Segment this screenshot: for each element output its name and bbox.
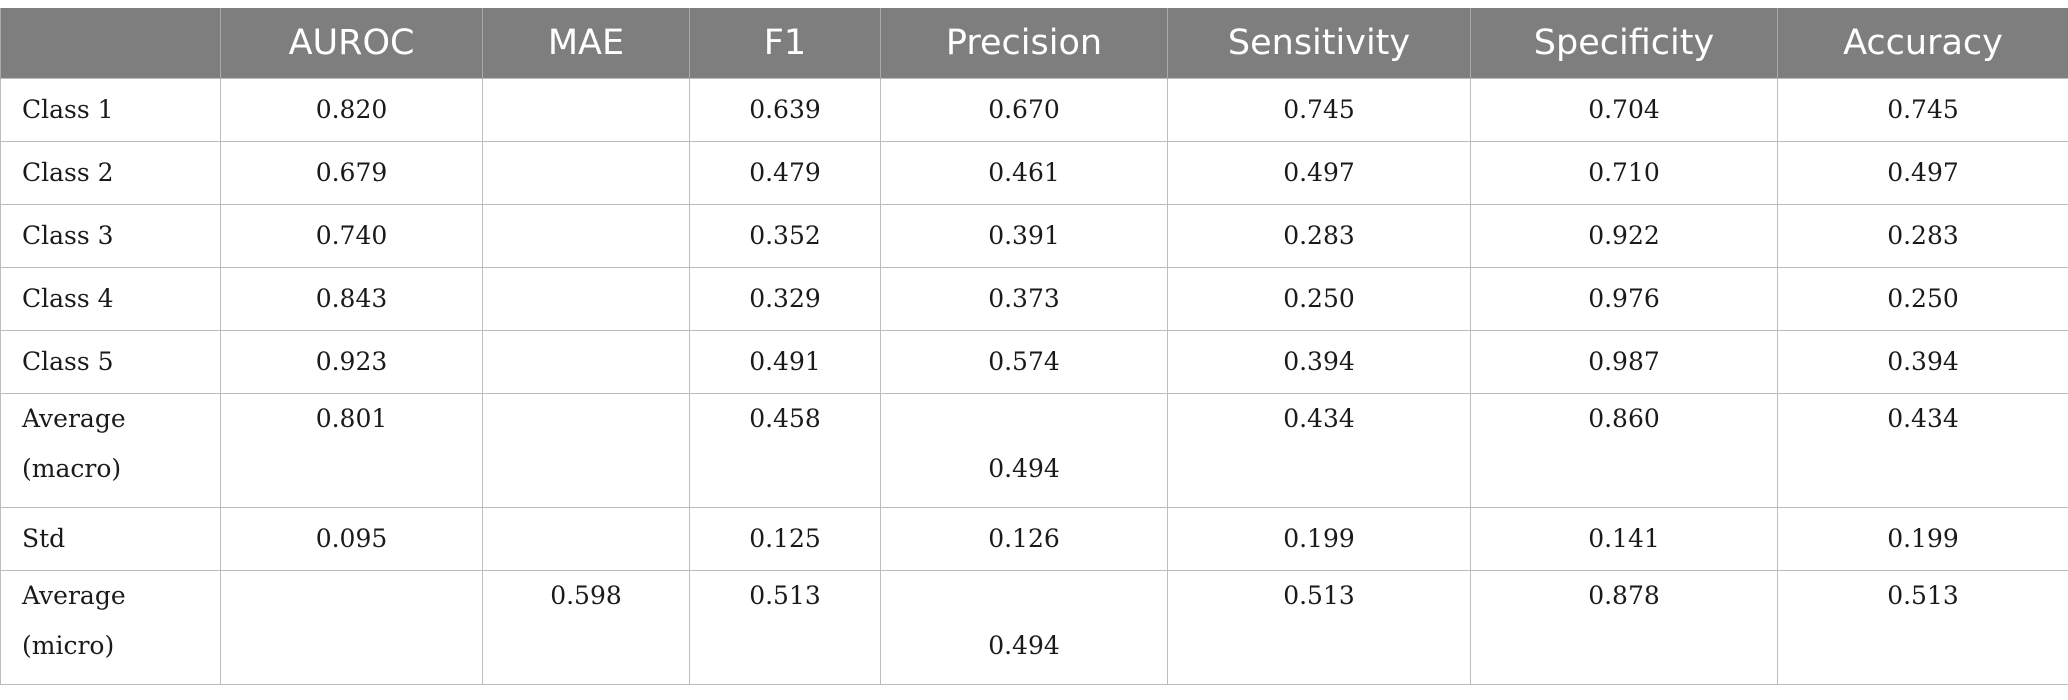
row-label-line1: Average (22, 404, 126, 433)
f1-cell: 0.513 (689, 570, 881, 685)
specificity-cell: 0.860 (1470, 393, 1778, 508)
auroc-cell: 0.820 (220, 78, 483, 142)
row-label: Class 3 (0, 204, 221, 268)
table-row: Average (macro) 0.801 0.458 0.494 0.434 0… (0, 393, 2068, 508)
precision-value: 0.494 (988, 454, 1060, 483)
precision-cell: 0.461 (880, 141, 1168, 205)
table-row: Std 0.095 0.125 0.126 0.199 0.141 0.199 (0, 507, 2068, 571)
auroc-cell: 0.843 (220, 267, 483, 331)
precision-cell: 0.391 (880, 204, 1168, 268)
f1-cell: 0.458 (689, 393, 881, 508)
table-row: Class 2 0.679 0.479 0.461 0.497 0.710 0.… (0, 141, 2068, 205)
header-auroc: AUROC (220, 8, 483, 79)
mae-cell (482, 267, 690, 331)
row-label: Class 2 (0, 141, 221, 205)
precision-cell: 0.494 (880, 393, 1168, 508)
auroc-cell: 0.679 (220, 141, 483, 205)
header-accuracy: Accuracy (1777, 8, 2068, 79)
sensitivity-cell: 0.394 (1167, 330, 1471, 394)
accuracy-cell: 0.394 (1777, 330, 2068, 394)
auroc-cell: 0.923 (220, 330, 483, 394)
f1-cell: 0.329 (689, 267, 881, 331)
row-label: Average (micro) (0, 570, 221, 685)
accuracy-cell: 0.250 (1777, 267, 2068, 331)
mae-cell: 0.598 (482, 570, 690, 685)
accuracy-cell: 0.497 (1777, 141, 2068, 205)
specificity-cell: 0.878 (1470, 570, 1778, 685)
row-label: Std (0, 507, 221, 571)
header-precision: Precision (880, 8, 1168, 79)
precision-value: 0.494 (988, 631, 1060, 660)
mae-cell (482, 507, 690, 571)
f1-cell: 0.491 (689, 330, 881, 394)
specificity-cell: 0.141 (1470, 507, 1778, 571)
f1-cell: 0.639 (689, 78, 881, 142)
specificity-cell: 0.710 (1470, 141, 1778, 205)
accuracy-cell: 0.434 (1777, 393, 2068, 508)
sensitivity-cell: 0.434 (1167, 393, 1471, 508)
mae-cell (482, 330, 690, 394)
row-label: Class 5 (0, 330, 221, 394)
row-label-line1: Average (22, 581, 126, 610)
precision-cell: 0.494 (880, 570, 1168, 685)
specificity-cell: 0.976 (1470, 267, 1778, 331)
f1-cell: 0.352 (689, 204, 881, 268)
auroc-cell: 0.740 (220, 204, 483, 268)
table-row: Class 5 0.923 0.491 0.574 0.394 0.987 0.… (0, 330, 2068, 394)
header-row: AUROC MAE F1 Precision Sensitivity Speci… (0, 8, 2068, 79)
table-row: Average (micro) 0.598 0.513 0.494 0.513 0… (0, 570, 2068, 685)
mae-cell (482, 204, 690, 268)
header-blank (0, 8, 221, 79)
row-label-line2: (micro) (22, 631, 115, 660)
mae-cell (482, 393, 690, 508)
specificity-cell: 0.922 (1470, 204, 1778, 268)
sensitivity-cell: 0.283 (1167, 204, 1471, 268)
metrics-table: AUROC MAE F1 Precision Sensitivity Speci… (0, 8, 2068, 685)
sensitivity-cell: 0.745 (1167, 78, 1471, 142)
accuracy-cell: 0.745 (1777, 78, 2068, 142)
sensitivity-cell: 0.497 (1167, 141, 1471, 205)
table-row: Class 4 0.843 0.329 0.373 0.250 0.976 0.… (0, 267, 2068, 331)
row-label: Class 1 (0, 78, 221, 142)
specificity-cell: 0.704 (1470, 78, 1778, 142)
auroc-cell: 0.095 (220, 507, 483, 571)
header-sensitivity: Sensitivity (1167, 8, 1471, 79)
f1-cell: 0.479 (689, 141, 881, 205)
precision-cell: 0.574 (880, 330, 1168, 394)
table-row: Class 3 0.740 0.352 0.391 0.283 0.922 0.… (0, 204, 2068, 268)
header-mae: MAE (482, 8, 690, 79)
precision-cell: 0.373 (880, 267, 1168, 331)
auroc-cell: 0.801 (220, 393, 483, 508)
header-specificity: Specificity (1470, 8, 1778, 79)
mae-cell (482, 141, 690, 205)
accuracy-cell: 0.283 (1777, 204, 2068, 268)
sensitivity-cell: 0.513 (1167, 570, 1471, 685)
auroc-cell (220, 570, 483, 685)
header-f1: F1 (689, 8, 881, 79)
accuracy-cell: 0.199 (1777, 507, 2068, 571)
row-label-line2: (macro) (22, 454, 122, 483)
mae-cell (482, 78, 690, 142)
f1-cell: 0.125 (689, 507, 881, 571)
sensitivity-cell: 0.199 (1167, 507, 1471, 571)
sensitivity-cell: 0.250 (1167, 267, 1471, 331)
precision-cell: 0.670 (880, 78, 1168, 142)
row-label: Average (macro) (0, 393, 221, 508)
precision-cell: 0.126 (880, 507, 1168, 571)
table-row: Class 1 0.820 0.639 0.670 0.745 0.704 0.… (0, 78, 2068, 142)
specificity-cell: 0.987 (1470, 330, 1778, 394)
accuracy-cell: 0.513 (1777, 570, 2068, 685)
row-label: Class 4 (0, 267, 221, 331)
